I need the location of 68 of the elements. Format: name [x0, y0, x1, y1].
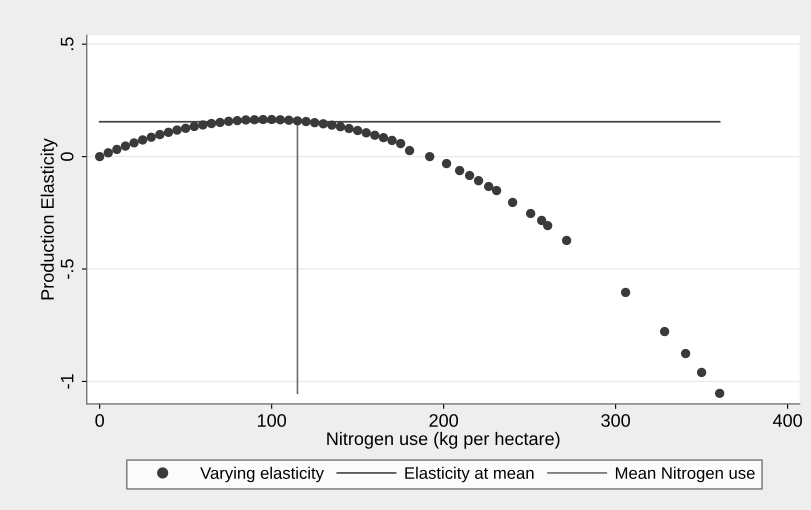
- point: [537, 216, 546, 226]
- point: [224, 116, 234, 126]
- point: [696, 368, 706, 378]
- point: [543, 220, 552, 230]
- x-tick-label: 0: [95, 414, 104, 427]
- point: [715, 388, 724, 398]
- point: [146, 132, 156, 142]
- point: [396, 138, 406, 148]
- point: [155, 130, 165, 140]
- point: [660, 326, 670, 336]
- point: [104, 148, 113, 158]
- point: [387, 136, 397, 146]
- point: [198, 120, 208, 130]
- y-tick-label: 0: [60, 152, 74, 161]
- y-tick-label: -.5: [60, 259, 74, 279]
- legend-label: Varying elasticity: [200, 466, 324, 482]
- point: [327, 120, 337, 130]
- point: [267, 114, 276, 124]
- x-tick-label: 400: [772, 414, 802, 427]
- point: [129, 138, 139, 148]
- point: [112, 144, 122, 154]
- point: [301, 116, 311, 126]
- point: [492, 186, 502, 196]
- point: [620, 288, 630, 298]
- point: [95, 152, 104, 162]
- point: [526, 208, 536, 218]
- x-axis-title: Nitrogen use (kg per hectare): [327, 432, 560, 449]
- point: [680, 348, 690, 358]
- point: [120, 141, 130, 151]
- point: [454, 166, 464, 176]
- legend-label: Elasticity at mean: [405, 466, 534, 482]
- point: [336, 122, 346, 132]
- point: [464, 170, 474, 180]
- point: [318, 119, 328, 128]
- y-tick-label: .5: [60, 37, 74, 50]
- y-axis-title: Production Elasticity: [40, 138, 58, 300]
- point: [190, 122, 199, 132]
- point: [258, 114, 268, 124]
- point: [284, 116, 294, 125]
- point: [181, 124, 190, 133]
- point: [474, 176, 484, 186]
- point: [362, 128, 371, 138]
- point: [138, 135, 148, 145]
- point: [378, 133, 388, 142]
- point: [508, 198, 518, 208]
- point: [370, 130, 380, 140]
- point: [352, 126, 362, 136]
- point: [310, 118, 320, 128]
- point: [232, 116, 242, 126]
- point: [206, 118, 216, 128]
- point: [292, 116, 302, 126]
- point: [241, 115, 251, 125]
- point: [425, 152, 434, 162]
- point: [484, 182, 494, 192]
- point: [562, 236, 572, 246]
- point: [276, 115, 285, 124]
- point: [442, 158, 452, 168]
- point: [172, 125, 182, 135]
- point: [215, 118, 225, 128]
- point: [404, 146, 414, 156]
- legend-label: Mean Nitrogen use: [616, 466, 755, 482]
- y-tick-label: -1: [60, 374, 74, 389]
- x-tick-label: 100: [258, 414, 286, 427]
- point: [344, 124, 354, 134]
- x-tick-label: 300: [601, 414, 630, 427]
- x-tick-label: 200: [429, 414, 458, 427]
- point: [164, 128, 174, 137]
- point: [250, 115, 260, 124]
